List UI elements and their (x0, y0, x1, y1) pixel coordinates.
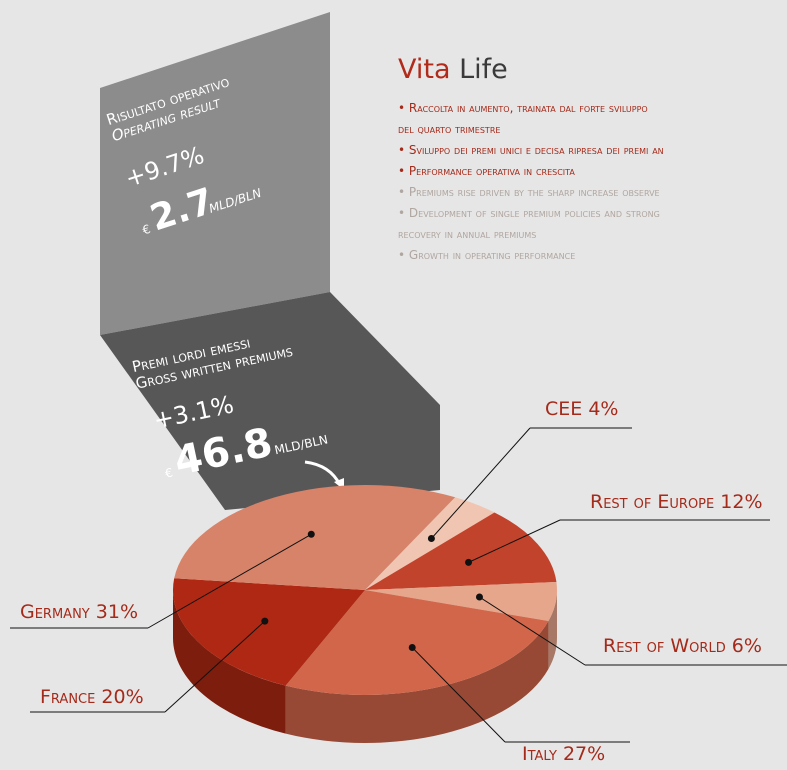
value-label: 20% (101, 686, 143, 708)
bullet-dot: • (398, 101, 409, 115)
category: Germany (20, 601, 90, 623)
dot (475, 593, 483, 601)
currency: € (164, 465, 174, 480)
category: Italy (522, 743, 557, 765)
slice-label: France 20% (40, 686, 144, 708)
value-label: 4% (588, 398, 618, 420)
category: CEE (545, 398, 582, 420)
pie-slice (174, 485, 456, 590)
pie-slice (285, 590, 549, 695)
leader (411, 647, 506, 743)
dot (408, 643, 416, 651)
leader (164, 620, 266, 713)
pie-slice (173, 578, 365, 686)
category: France (40, 686, 95, 708)
pie-side (548, 590, 557, 670)
bullet-dot: • (398, 164, 409, 178)
bullet-line: recovery in annual premiums (398, 227, 536, 241)
bullet-line: • Sviluppo dei premi unici e decisa ripr… (398, 143, 664, 157)
title-dark: Life (459, 54, 508, 85)
pie-slice (365, 497, 495, 590)
slice-label: Rest of Europe 12% (590, 491, 763, 513)
bullet-dot: • (398, 143, 409, 157)
dot (307, 530, 315, 538)
panel-premiums (100, 292, 440, 510)
slice-label: Rest of World 6% (603, 635, 762, 657)
bullet-dot: • (398, 206, 409, 220)
title: Vita Life (398, 54, 508, 85)
category: Rest of World (603, 635, 726, 657)
pie-slice (365, 512, 557, 590)
leader (147, 533, 312, 629)
bullets: • Raccolta in aumento, trainata dal fort… (398, 101, 664, 262)
leader (468, 519, 561, 563)
pie-slice (365, 581, 557, 622)
bullet-dot: • (398, 185, 409, 199)
value-label: 27% (563, 743, 605, 765)
bullet-line: • Growth in operating performance (398, 248, 575, 262)
leader (431, 427, 531, 539)
bullet-line: • Performance operativa in crescita (398, 164, 575, 178)
category: Rest of Europe (590, 491, 714, 513)
bullet-line: del quarto trimestre (398, 122, 500, 136)
bullet-dot: • (398, 248, 409, 262)
panel-operating (100, 12, 330, 335)
slice-label: Italy 27% (522, 743, 605, 765)
value-label: 6% (732, 635, 762, 657)
dot (261, 617, 269, 625)
slice-label: CEE 4% (545, 398, 618, 420)
bullet-line: • Development of single premium policies… (398, 206, 660, 220)
value-label: 12% (720, 491, 762, 513)
pie: CEE 4% Rest of Europe 12% Rest of World 6%… (10, 398, 787, 765)
leader (479, 596, 586, 666)
pie-side (285, 621, 549, 743)
value-label: 31% (96, 601, 138, 623)
dot (465, 558, 473, 566)
pie-side (173, 590, 286, 734)
title-red: Vita (398, 54, 451, 85)
currency: € (141, 222, 153, 238)
slice-label: Germany 31% (20, 601, 138, 623)
bullet-line: • Premiums rise driven by the sharp incr… (398, 185, 660, 199)
dot (427, 535, 435, 543)
bullet-line: • Raccolta in aumento, trainata dal fort… (398, 101, 648, 115)
